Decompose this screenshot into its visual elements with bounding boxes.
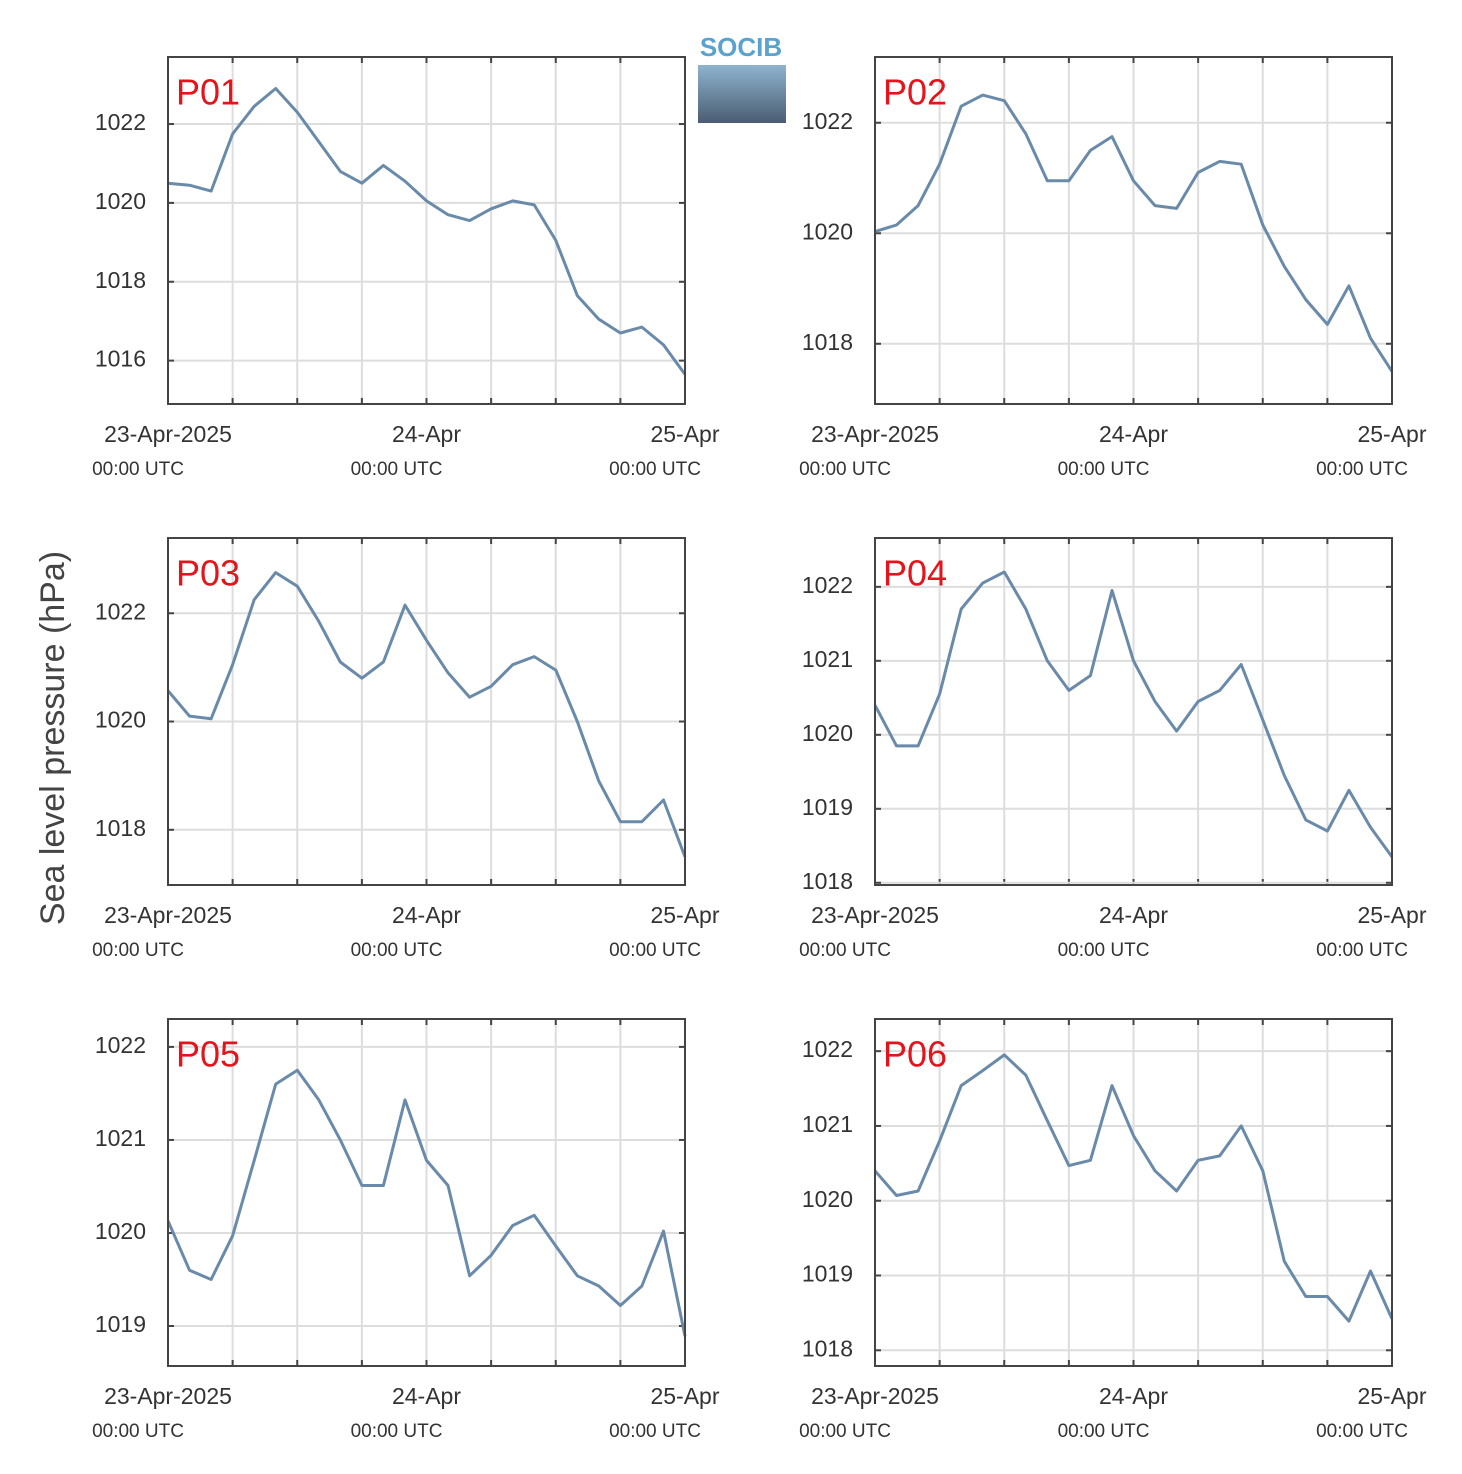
x-tick-sublabel: 00:00 UTC	[799, 1421, 891, 1442]
plot-frame	[874, 537, 1393, 886]
x-tick-sublabel: 00:00 UTC	[1058, 1421, 1150, 1442]
y-tick-label: 1020	[802, 720, 853, 746]
plot-frame	[874, 56, 1393, 405]
x-tick-sublabel: 00:00 UTC	[1316, 1421, 1408, 1442]
logo: SOCIB	[698, 32, 786, 123]
x-tick-sublabel: 00:00 UTC	[609, 459, 701, 480]
panel: 23-Apr-2025 00:00 UTC 24-Apr 00:00 UTC 25-Ap…	[799, 56, 1427, 480]
panel-title: P04	[883, 553, 947, 594]
plot-frame	[167, 56, 686, 405]
x-tick-label: 23-Apr-2025	[811, 421, 939, 447]
y-tick-label: 1021	[802, 1111, 853, 1137]
y-tick-label: 1020	[95, 1218, 146, 1244]
x-tick-label: 25-Apr	[650, 902, 719, 928]
x-tick-sublabel: 00:00 UTC	[92, 940, 184, 961]
y-tick-label: 1018	[95, 267, 146, 293]
y-tick-label: 1022	[802, 1036, 853, 1062]
data-line	[873, 1053, 1394, 1323]
data-line	[874, 93, 1394, 373]
y-tick-label: 1019	[802, 794, 853, 820]
panel-title: P02	[883, 72, 947, 113]
y-tick-label: 1022	[95, 109, 146, 135]
x-tick-label: 25-Apr	[650, 421, 719, 447]
x-tick-label: 25-Apr	[650, 1383, 719, 1409]
y-tick-label: 1020	[95, 707, 146, 733]
panel-title: P03	[176, 553, 240, 594]
x-tick-label: 25-Apr	[1357, 1383, 1426, 1409]
x-tick-sublabel: 00:00 UTC	[799, 940, 891, 961]
x-tick-label: 25-Apr	[1357, 902, 1426, 928]
x-tick-sublabel: 00:00 UTC	[1058, 459, 1150, 480]
data-line	[166, 571, 687, 858]
panel: 23-Apr-2025 00:00 UTC 24-Apr 00:00 UTC 25-Ap…	[92, 56, 720, 480]
x-tick-sublabel: 00:00 UTC	[1316, 459, 1408, 480]
x-tick-label: 24-Apr	[1099, 421, 1168, 447]
x-tick-sublabel: 00:00 UTC	[1058, 940, 1150, 961]
y-tick-label: 1020	[95, 188, 146, 214]
x-tick-label: 25-Apr	[1357, 421, 1426, 447]
x-tick-sublabel: 00:00 UTC	[351, 1421, 443, 1442]
y-tick-label: 1018	[802, 329, 853, 355]
x-tick-label: 23-Apr-2025	[104, 902, 232, 928]
x-tick-label: 24-Apr	[392, 902, 461, 928]
logo-image	[698, 65, 786, 123]
data-line	[166, 1068, 687, 1337]
data-line	[873, 570, 1394, 858]
y-tick-label: 1018	[802, 1335, 853, 1361]
panel-title: P06	[883, 1034, 947, 1075]
panel-title: P05	[176, 1034, 240, 1075]
x-tick-label: 23-Apr-2025	[811, 1383, 939, 1409]
y-tick-label: 1016	[95, 346, 146, 372]
x-tick-sublabel: 00:00 UTC	[351, 940, 443, 961]
panel: 23-Apr-2025 00:00 UTC 24-Apr 00:00 UTC 25-Ap…	[92, 537, 720, 961]
y-tick-label: 1021	[802, 646, 853, 672]
y-tick-label: 1021	[95, 1125, 146, 1151]
y-tick-label: 1020	[802, 1186, 853, 1212]
y-tick-label: 1022	[95, 1032, 146, 1058]
y-tick-label: 1022	[802, 108, 853, 134]
plot-frame	[167, 537, 686, 886]
plot-frame	[874, 1018, 1393, 1367]
x-tick-label: 24-Apr	[1099, 902, 1168, 928]
panel: 23-Apr-2025 00:00 UTC 24-Apr 00:00 UTC 25-Ap…	[799, 1018, 1427, 1442]
x-tick-label: 23-Apr-2025	[104, 1383, 232, 1409]
x-tick-sublabel: 00:00 UTC	[92, 1421, 184, 1442]
x-tick-label: 23-Apr-2025	[104, 421, 232, 447]
x-tick-sublabel: 00:00 UTC	[1316, 940, 1408, 961]
data-line	[167, 87, 687, 376]
x-tick-label: 24-Apr	[1099, 1383, 1168, 1409]
y-tick-label: 1022	[802, 572, 853, 598]
x-tick-sublabel: 00:00 UTC	[799, 459, 891, 480]
y-tick-label: 1019	[802, 1261, 853, 1287]
panel: 23-Apr-2025 00:00 UTC 24-Apr 00:00 UTC 25-Ap…	[92, 1018, 720, 1442]
y-axis-label: Sea level pressure (hPa)	[34, 551, 72, 925]
y-tick-label: 1020	[802, 218, 853, 244]
y-tick-label: 1019	[95, 1311, 146, 1337]
x-tick-sublabel: 00:00 UTC	[351, 459, 443, 480]
y-tick-label: 1022	[95, 598, 146, 624]
x-tick-label: 23-Apr-2025	[811, 902, 939, 928]
plot-frame	[167, 1018, 686, 1367]
logo-text: SOCIB	[700, 32, 782, 62]
x-tick-sublabel: 00:00 UTC	[609, 940, 701, 961]
x-tick-label: 24-Apr	[392, 421, 461, 447]
y-tick-label: 1018	[95, 815, 146, 841]
panel: 23-Apr-2025 00:00 UTC 24-Apr 00:00 UTC 25-Ap…	[799, 537, 1427, 961]
x-tick-sublabel: 00:00 UTC	[609, 1421, 701, 1442]
x-tick-label: 24-Apr	[392, 1383, 461, 1409]
x-tick-sublabel: 00:00 UTC	[92, 459, 184, 480]
panel-title: P01	[176, 72, 240, 113]
y-tick-label: 1018	[802, 868, 853, 894]
